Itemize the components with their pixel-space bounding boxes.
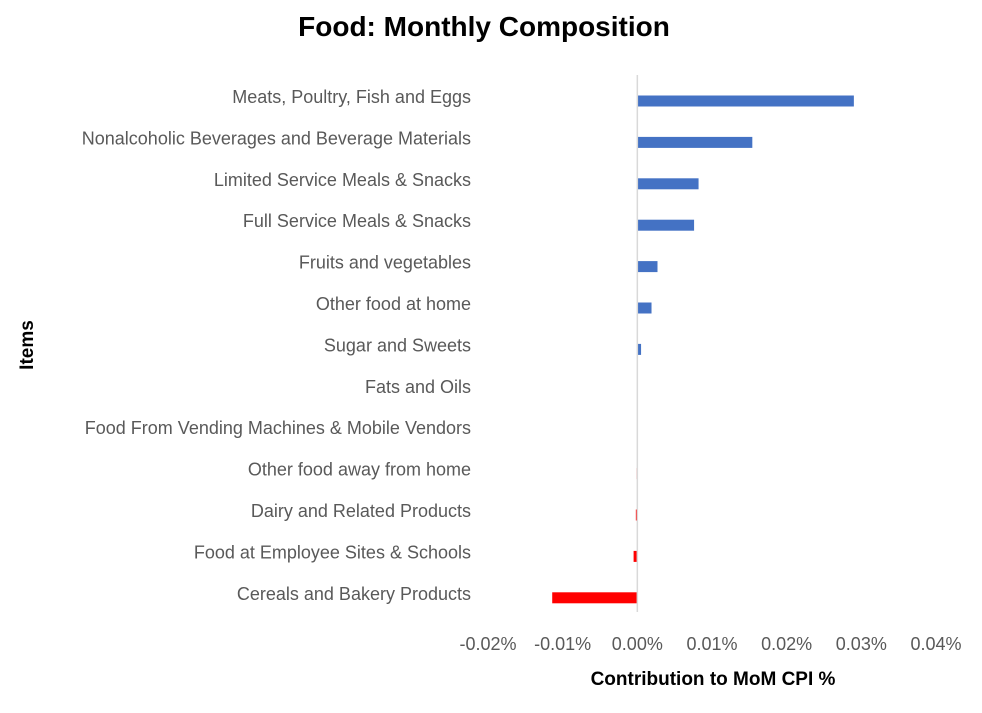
bar: [637, 136, 753, 148]
x-tick-label: 0.02%: [761, 634, 812, 654]
category-label: Cereals and Bakery Products: [237, 584, 471, 604]
x-tick-label: -0.01%: [534, 634, 591, 654]
bar: [637, 261, 658, 273]
chart-title: Food: Monthly Composition: [298, 11, 670, 42]
category-label: Other food away from home: [248, 460, 471, 480]
bar: [637, 302, 652, 314]
x-tick-label: 0.03%: [836, 634, 887, 654]
category-label: Fruits and vegetables: [299, 253, 471, 273]
category-label: Food at Employee Sites & Schools: [194, 542, 471, 562]
bar: [637, 95, 854, 107]
category-label: Limited Service Meals & Snacks: [214, 170, 471, 190]
bars: [552, 95, 854, 604]
category-label: Full Service Meals & Snacks: [243, 211, 471, 231]
category-label: Other food at home: [316, 294, 471, 314]
x-tick-label: 0.01%: [686, 634, 737, 654]
bar: [637, 343, 642, 355]
category-label: Fats and Oils: [365, 377, 471, 397]
x-tick-label: 0.00%: [612, 634, 663, 654]
y-axis-title: Items: [17, 320, 38, 370]
bar: [637, 178, 699, 190]
category-labels: Meats, Poultry, Fish and Eggs Nonalcoholi…: [82, 87, 471, 604]
bar: [637, 219, 695, 231]
x-tick-label: 0.04%: [910, 634, 961, 654]
bar: [633, 550, 638, 562]
x-tick-label: -0.02%: [459, 634, 516, 654]
x-axis-title: Contribution to MoM CPI %: [591, 669, 836, 690]
x-tick-labels: -0.02% -0.01% 0.00% 0.01% 0.02% 0.03% 0.04%: [459, 634, 961, 654]
category-label: Food From Vending Machines & Mobile Vend…: [85, 418, 471, 438]
category-label: Sugar and Sweets: [324, 335, 471, 355]
category-label: Meats, Poultry, Fish and Eggs: [232, 87, 471, 107]
bar: [552, 592, 638, 604]
category-label: Nonalcoholic Beverages and Beverage Mate…: [82, 128, 471, 148]
category-label: Dairy and Related Products: [251, 501, 471, 521]
